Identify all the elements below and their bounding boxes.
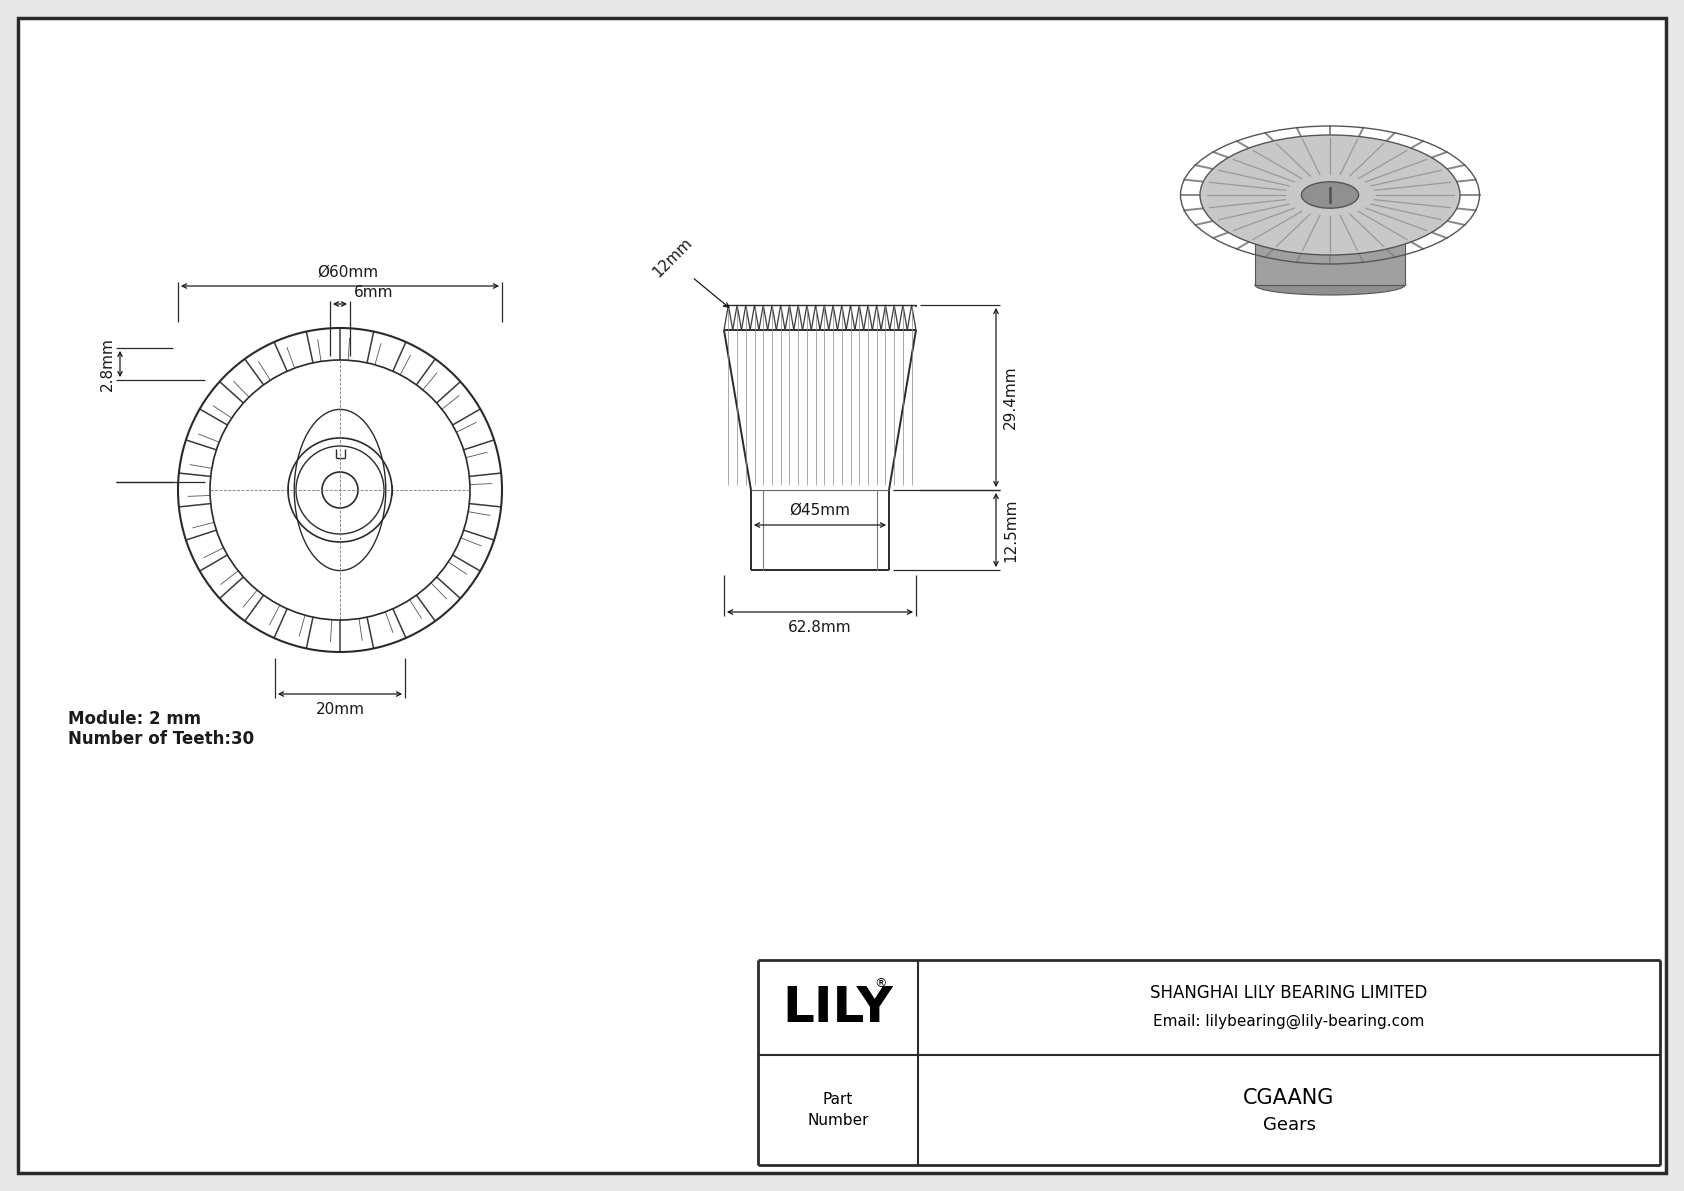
Text: 20mm: 20mm [315,701,364,717]
Text: Email: lilybearing@lily-bearing.com: Email: lilybearing@lily-bearing.com [1154,1014,1425,1029]
Polygon shape [1201,195,1460,214]
Text: Part
Number: Part Number [807,1092,869,1128]
Polygon shape [1255,214,1404,285]
Text: Number of Teeth:30: Number of Teeth:30 [67,730,254,748]
Text: Module: 2 mm: Module: 2 mm [67,710,200,728]
Text: 29.4mm: 29.4mm [1004,366,1019,429]
Text: Ø60mm: Ø60mm [318,266,379,280]
Text: CGAANG: CGAANG [1243,1089,1335,1108]
Text: ®: ® [874,977,886,990]
Text: 2.8mm: 2.8mm [99,337,115,391]
Text: 62.8mm: 62.8mm [788,621,852,635]
Text: LILY: LILY [783,984,894,1031]
Text: 12.5mm: 12.5mm [1004,498,1019,562]
Text: 6mm: 6mm [354,285,394,300]
Ellipse shape [1302,182,1359,208]
Text: SHANGHAI LILY BEARING LIMITED: SHANGHAI LILY BEARING LIMITED [1150,985,1428,1003]
Ellipse shape [1255,275,1404,295]
Text: 12mm: 12mm [650,235,694,280]
Ellipse shape [1201,135,1460,255]
Text: Ø45mm: Ø45mm [790,503,850,518]
Text: Gears: Gears [1263,1116,1315,1134]
